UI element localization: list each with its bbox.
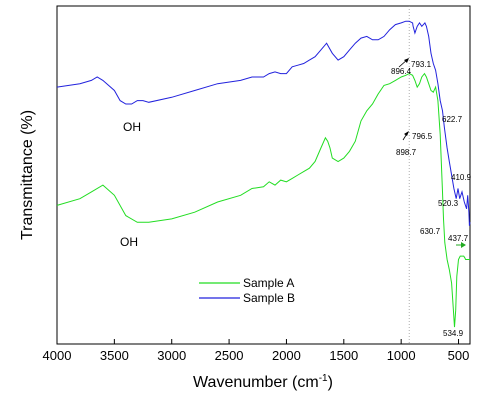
peak-annotations: 896.4 793.1 622.7 520.3 410.9 898.7 796.… xyxy=(391,58,472,338)
peak-arrowhead-898-7 xyxy=(404,131,409,136)
peak-label-630-7: 630.7 xyxy=(420,227,441,236)
x-tick-label-1500: 1500 xyxy=(329,348,358,363)
peak-label-437-7: 437.7 xyxy=(448,234,469,243)
x-axis-title-main: Wavenumber (cm xyxy=(193,374,319,391)
peak-label-410-9: 410.9 xyxy=(451,173,472,182)
legend-label-sample-a: Sample A xyxy=(243,276,294,290)
peak-label-796-5: 796.5 xyxy=(412,132,433,141)
x-axis-title-close: ) xyxy=(328,374,333,391)
peak-label-896-4: 896.4 xyxy=(391,67,412,76)
y-axis-title: Transmittance (%) xyxy=(19,110,36,240)
x-axis-title: Wavenumber (cm-1) xyxy=(193,373,333,391)
peak-label-520-3: 520.3 xyxy=(438,199,459,208)
legend-label-sample-b: Sample B xyxy=(243,291,295,305)
x-axis-title-sup: -1 xyxy=(319,373,328,384)
x-tick-label-2000: 2000 xyxy=(272,348,301,363)
x-tick-label-4000: 4000 xyxy=(43,348,72,363)
peak-label-622-7: 622.7 xyxy=(442,115,463,124)
x-tick-label-3500: 3500 xyxy=(100,348,129,363)
x-tick-label-1000: 1000 xyxy=(387,348,416,363)
plot-area xyxy=(56,5,471,345)
series-line-sample-a xyxy=(56,72,470,328)
x-axis-ticks: 4000 3500 3000 2500 2000 1500 1000 500 xyxy=(43,339,470,363)
peak-label-534-9: 534.9 xyxy=(443,329,464,338)
peak-label-793-1: 793.1 xyxy=(411,60,432,69)
oh-label-sample-b: OH xyxy=(123,120,141,134)
x-tick-label-3000: 3000 xyxy=(157,348,186,363)
x-tick-label-500: 500 xyxy=(448,348,470,363)
x-tick-label-2500: 2500 xyxy=(215,348,244,363)
peak-label-898-7: 898.7 xyxy=(396,148,417,157)
oh-label-sample-a: OH xyxy=(120,235,138,249)
peak-arrowhead-896-4 xyxy=(404,58,409,63)
legend: Sample A Sample B xyxy=(199,276,295,305)
peak-arrowhead-437-7 xyxy=(461,242,466,248)
series-line-sample-b xyxy=(56,20,471,226)
